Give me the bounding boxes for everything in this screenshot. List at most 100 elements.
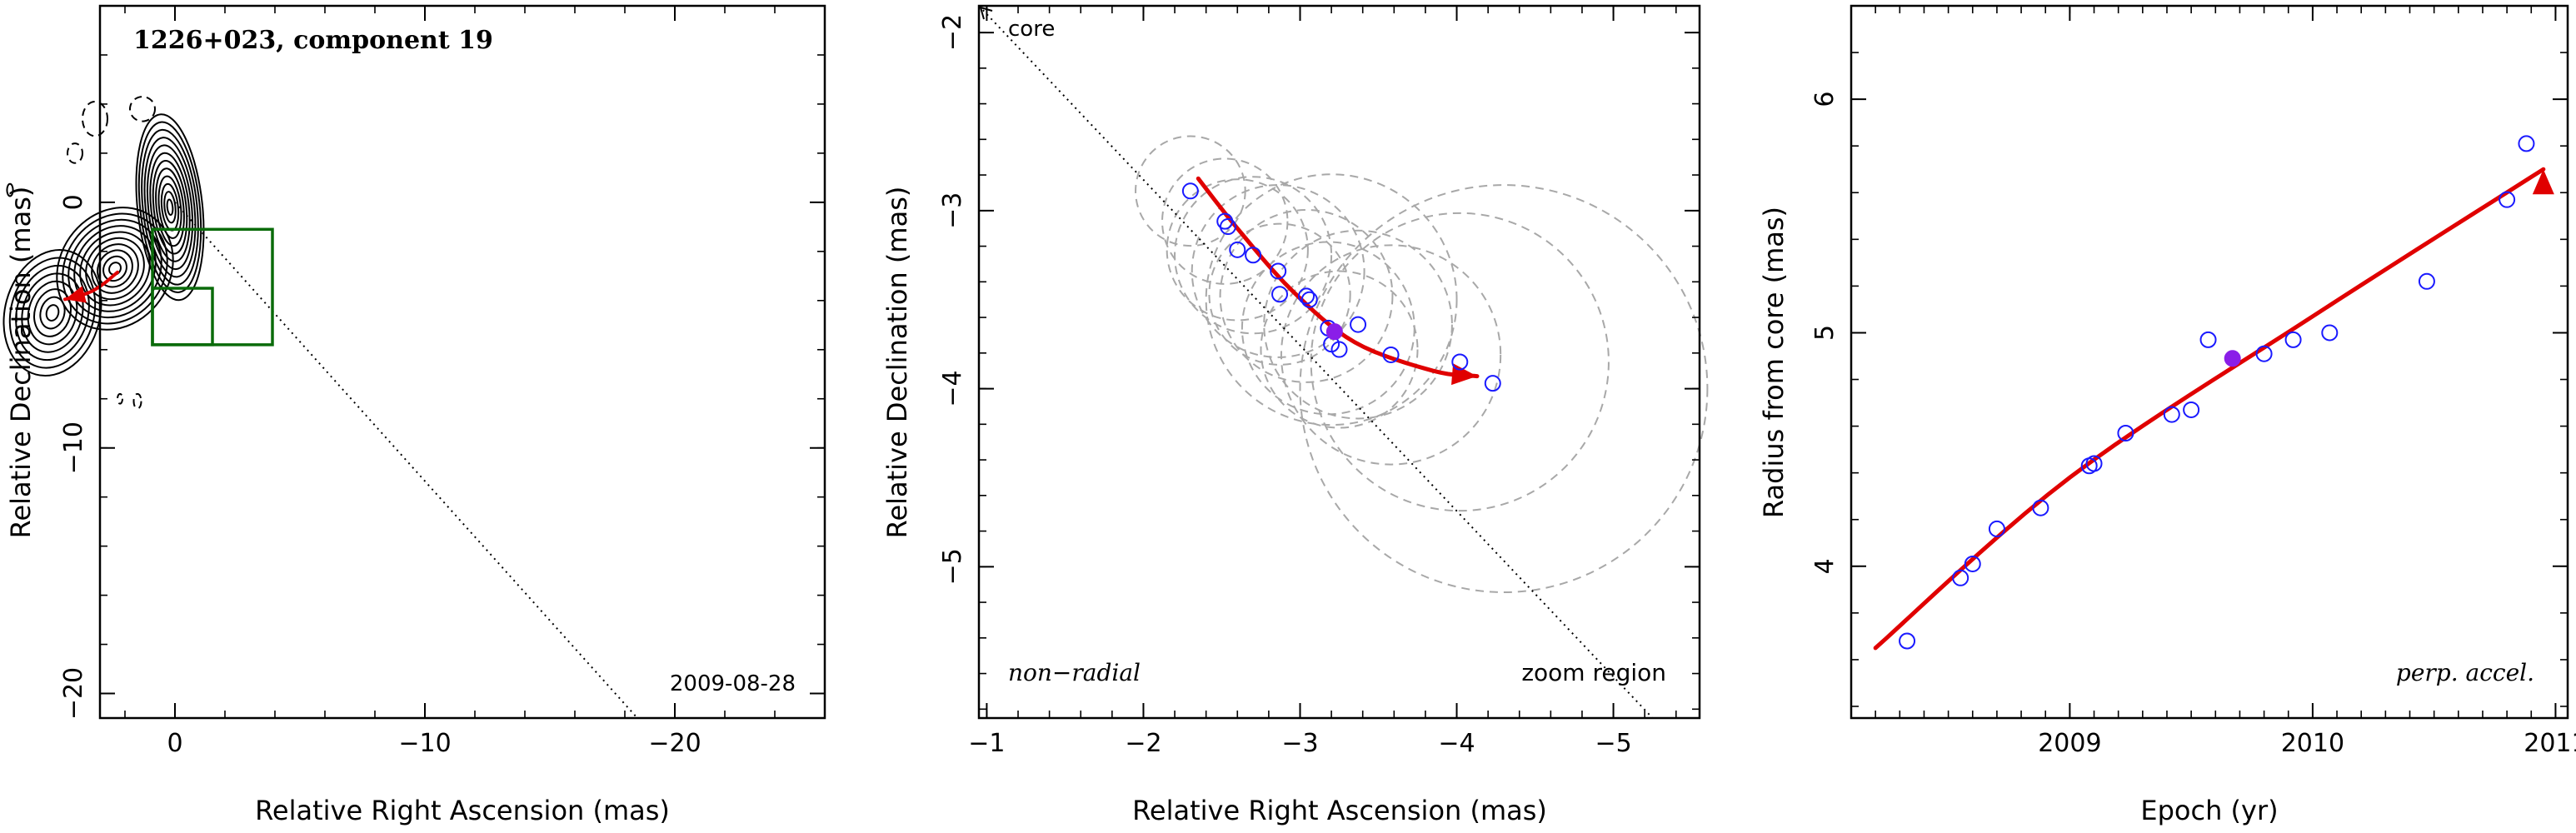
component-size-circle: [1299, 184, 1709, 594]
plot-frame: [977, 4, 1701, 720]
positive-contour: [143, 137, 197, 278]
plot-frame: [1850, 4, 2569, 720]
x-tick-label: −10: [398, 729, 451, 758]
component-size-circle: [1280, 244, 1502, 466]
data-point: [1330, 341, 1348, 358]
negative-contour: [82, 100, 108, 137]
positive-contour: [21, 272, 84, 353]
data-point: [1245, 247, 1262, 264]
positive-contour: [152, 160, 188, 255]
positive-contour: [39, 296, 66, 330]
y-axis-label: Relative Declination (mas): [5, 187, 37, 539]
data-point: [1952, 569, 1969, 586]
component-size-circle: [1161, 157, 1289, 285]
negative-contour: [117, 392, 123, 405]
positive-contour: [85, 237, 145, 301]
data-point: [1298, 287, 1315, 305]
trajectory-arrow-head: [1451, 363, 1477, 386]
component-size-circle: [1263, 229, 1453, 420]
y-tick-label: 5: [1810, 325, 1840, 341]
x-tick-label: −1: [968, 729, 1005, 758]
y-tick-label: 4: [1810, 558, 1840, 574]
component-size-circle: [1205, 173, 1458, 426]
data-point: [1181, 182, 1199, 200]
data-point: [2518, 135, 2535, 152]
y-tick-label: −5: [938, 548, 967, 585]
zoom-region-annotation: zoom region: [1521, 659, 1666, 686]
fit-curve-arrow: [1873, 167, 2546, 651]
data-point: [1988, 520, 2005, 537]
positive-contour: [15, 264, 90, 362]
positive-contour: [135, 113, 205, 302]
positive-contour: [45, 304, 60, 322]
data-point: [2499, 191, 2516, 208]
positive-contour: [149, 152, 191, 262]
positive-contour: [33, 288, 72, 337]
y-tick-label: 6: [1810, 92, 1840, 107]
data-point: [2418, 272, 2435, 290]
data-point: [1382, 346, 1400, 363]
positive-contour: [79, 231, 151, 307]
component-size-circle: [1219, 208, 1394, 383]
core-direction-line: [978, 5, 1654, 719]
positive-contour: [163, 191, 177, 224]
component-size-circle: [1310, 212, 1610, 512]
positive-contour: [27, 280, 78, 346]
data-point: [2199, 331, 2217, 348]
x-tick-label: 2011: [2524, 729, 2576, 758]
data-point: [2321, 324, 2339, 342]
data-point: [1300, 291, 1318, 308]
data-point: [1964, 555, 1981, 572]
y-tick-label: −2: [938, 14, 967, 51]
y-tick-label: −4: [938, 370, 967, 407]
x-axis-label: Relative Right Ascension (mas): [1132, 795, 1547, 826]
component-size-circle: [1260, 270, 1419, 429]
x-tick-label: 0: [167, 729, 182, 758]
data-point: [1484, 375, 1501, 392]
positive-contour: [8, 257, 97, 369]
radius-panel: 200920102011456 perp. accel. Epoch (yr) …: [1758, 4, 2576, 826]
x-tick-label: 2010: [2281, 729, 2344, 758]
component-size-circle: [1208, 222, 1351, 366]
epoch-date-label: 2009-08-28: [670, 671, 796, 696]
y-tick-label: −20: [59, 667, 88, 720]
zoom-panel: −1 −2 −3 −4 −5 −2 −3 −4 −5 core non−radial zoom …: [881, 4, 1709, 826]
core-annotation: core: [1008, 17, 1055, 42]
x-axis-label: Epoch (yr): [2140, 795, 2278, 826]
y-tick-label: −3: [938, 192, 967, 229]
positive-contour: [146, 144, 194, 271]
data-point: [1219, 218, 1236, 236]
component-size-circle: [1166, 178, 1309, 322]
negative-contour: [132, 392, 142, 410]
core-arrow-head: [979, 6, 993, 20]
x-tick-label: −5: [1595, 729, 1631, 758]
data-point: [1270, 262, 1287, 280]
data-point: [2032, 499, 2049, 516]
positive-contour: [6, 182, 14, 197]
x-tick-label: −20: [648, 729, 701, 758]
positive-contour: [157, 175, 182, 239]
current-epoch-point: [2224, 350, 2241, 367]
data-point: [2183, 401, 2200, 418]
component-size-circle: [1174, 176, 1333, 335]
data-point: [1350, 316, 1367, 333]
positive-contour: [155, 167, 185, 247]
positive-contour: [108, 262, 122, 276]
y-tick-label: 0: [59, 194, 88, 210]
positive-contour: [56, 207, 174, 331]
x-tick-label: 2009: [2038, 729, 2101, 758]
trajectory-arrow-head: [65, 286, 87, 303]
y-axis-label: Relative Declination (mas): [881, 187, 913, 539]
data-point: [2163, 406, 2180, 423]
zoom-region-inner-box: [151, 287, 214, 347]
y-axis-label: Radius from core (mas): [1758, 207, 1790, 518]
data-point: [1271, 286, 1289, 303]
x-tick-label: −4: [1438, 729, 1475, 758]
positive-contour: [166, 198, 174, 217]
current-epoch-point: [1325, 323, 1343, 341]
positive-contour: [141, 128, 199, 286]
data-point: [1229, 241, 1246, 258]
core-direction-line: [174, 202, 638, 719]
x-tick-label: −2: [1125, 729, 1161, 758]
